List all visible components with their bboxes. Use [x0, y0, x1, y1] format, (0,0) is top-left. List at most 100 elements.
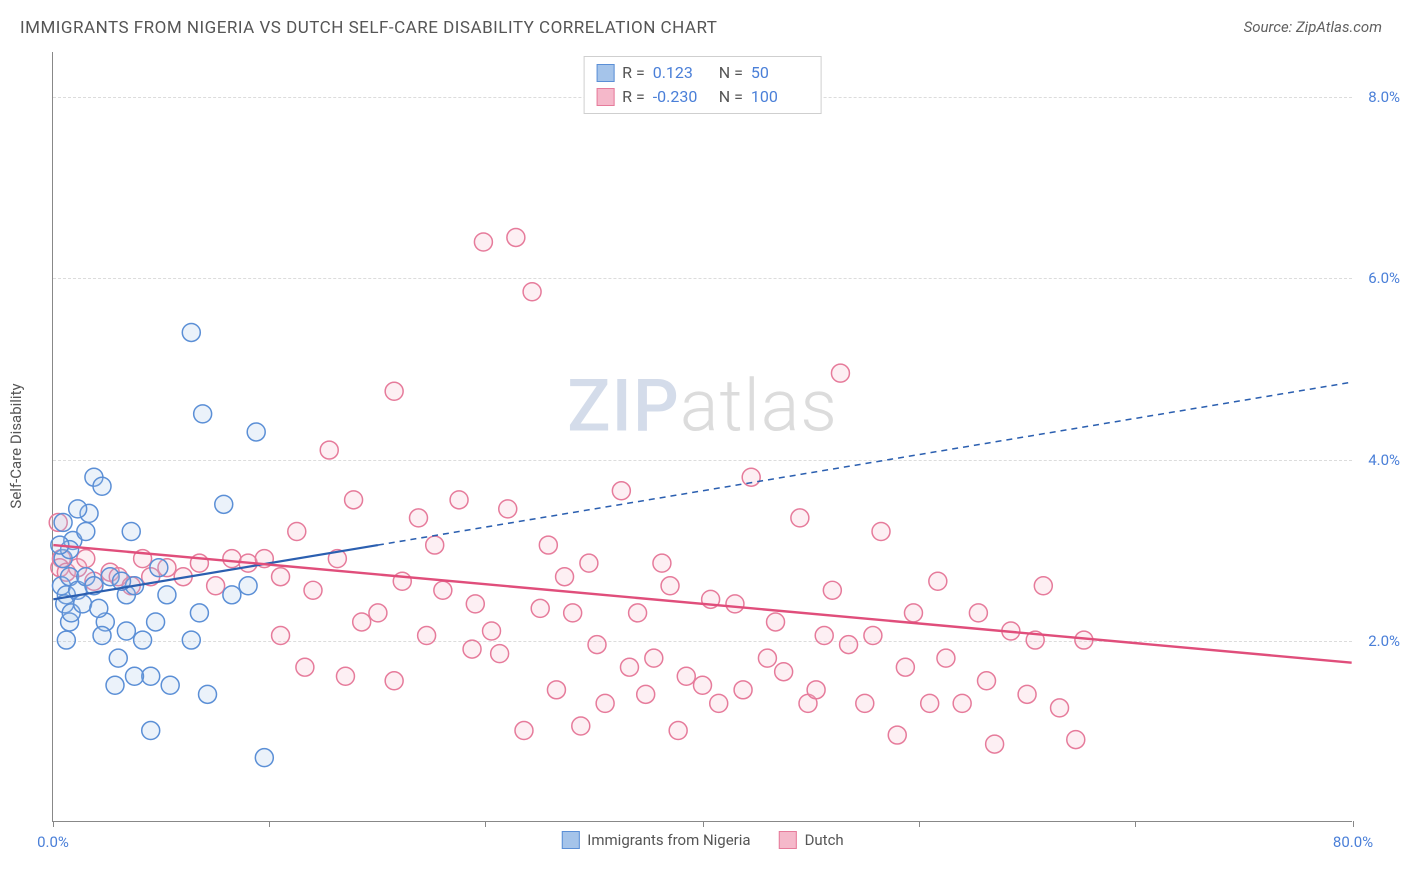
data-point — [807, 681, 825, 699]
data-point — [434, 581, 452, 599]
data-point — [669, 722, 687, 740]
data-point — [677, 667, 695, 685]
data-point — [637, 685, 655, 703]
data-point — [791, 509, 809, 527]
data-point — [953, 694, 971, 712]
data-point — [896, 658, 914, 676]
data-point — [463, 640, 481, 658]
data-point — [150, 559, 168, 577]
data-point — [767, 613, 785, 631]
data-point — [888, 726, 906, 744]
data-point — [426, 536, 444, 554]
x-tick-label: 80.0% — [1333, 833, 1373, 851]
data-point — [466, 595, 484, 613]
stats-row-nigeria: R = 0.123 N = 50 — [596, 61, 809, 85]
y-axis-label: Self-Care Disability — [7, 383, 25, 508]
plot-area: ZIPatlas R = 0.123 N = 50 R = -0.230 N =… — [52, 52, 1352, 822]
x-tick — [1135, 821, 1136, 827]
stat-n-label: N = — [719, 85, 743, 109]
data-point — [1034, 577, 1052, 595]
data-point — [158, 586, 176, 604]
data-point — [929, 572, 947, 590]
legend-label-nigeria: Immigrants from Nigeria — [587, 831, 750, 849]
data-point — [1051, 699, 1069, 717]
data-point — [190, 604, 208, 622]
swatch-nigeria — [596, 64, 614, 82]
data-point — [564, 604, 582, 622]
legend-swatch-nigeria — [561, 831, 579, 849]
data-point — [872, 523, 890, 541]
data-point — [758, 649, 776, 667]
x-tick — [269, 821, 270, 827]
stat-n-nigeria: 50 — [751, 61, 809, 85]
data-point — [1067, 731, 1085, 749]
trend-line — [378, 382, 1352, 545]
data-point — [223, 550, 241, 568]
data-point — [726, 595, 744, 613]
source-attribution: Source: ZipAtlas.com — [1244, 18, 1382, 36]
data-point — [77, 523, 95, 541]
data-point — [450, 491, 468, 509]
data-point — [588, 636, 606, 654]
data-point — [161, 676, 179, 694]
data-point — [775, 663, 793, 681]
chart-container: IMMIGRANTS FROM NIGERIA VS DUTCH SELF-CA… — [0, 0, 1406, 892]
data-point — [385, 672, 403, 690]
data-point — [539, 536, 557, 554]
data-point — [596, 694, 614, 712]
data-point — [320, 441, 338, 459]
data-point — [547, 681, 565, 699]
stat-r-nigeria: 0.123 — [653, 61, 711, 85]
data-point — [531, 599, 549, 617]
data-point — [272, 568, 290, 586]
data-point — [93, 627, 111, 645]
y-tick-label: 4.0% — [1368, 451, 1400, 469]
x-tick — [703, 821, 704, 827]
data-point — [353, 613, 371, 631]
data-point — [507, 228, 525, 246]
data-point — [126, 667, 144, 685]
data-point — [194, 405, 212, 423]
data-point — [986, 735, 1004, 753]
data-point — [474, 233, 492, 251]
data-point — [109, 649, 127, 667]
data-point — [288, 523, 306, 541]
data-point — [296, 658, 314, 676]
trend-line — [53, 545, 1351, 663]
data-point — [921, 694, 939, 712]
data-point — [629, 604, 647, 622]
data-point — [122, 523, 140, 541]
data-point — [1018, 685, 1036, 703]
data-point — [572, 717, 590, 735]
y-tick-label: 6.0% — [1368, 269, 1400, 287]
data-point — [106, 676, 124, 694]
data-point — [57, 631, 75, 649]
data-point — [255, 749, 273, 767]
data-point — [580, 554, 598, 572]
data-point — [620, 658, 638, 676]
legend-item-nigeria: Immigrants from Nigeria — [561, 831, 750, 849]
x-tick — [53, 821, 54, 827]
data-point — [207, 577, 225, 595]
stat-r-dutch: -0.230 — [653, 85, 711, 109]
data-point — [612, 482, 630, 500]
data-point — [734, 681, 752, 699]
data-point — [978, 672, 996, 690]
bottom-legend: Immigrants from Nigeria Dutch — [561, 831, 843, 849]
data-point — [491, 645, 509, 663]
y-tick-label: 8.0% — [1368, 88, 1400, 106]
data-point — [653, 554, 671, 572]
data-point — [272, 627, 290, 645]
data-point — [385, 382, 403, 400]
chart-title: IMMIGRANTS FROM NIGERIA VS DUTCH SELF-CA… — [20, 18, 717, 38]
data-point — [483, 622, 501, 640]
stat-r-label: R = — [622, 61, 645, 85]
data-point — [223, 586, 241, 604]
data-point — [645, 649, 663, 667]
data-point — [142, 722, 160, 740]
stat-n-dutch: 100 — [751, 85, 809, 109]
data-point — [840, 636, 858, 654]
x-tick-label: 0.0% — [37, 833, 69, 851]
data-point — [864, 627, 882, 645]
data-point — [69, 500, 87, 518]
